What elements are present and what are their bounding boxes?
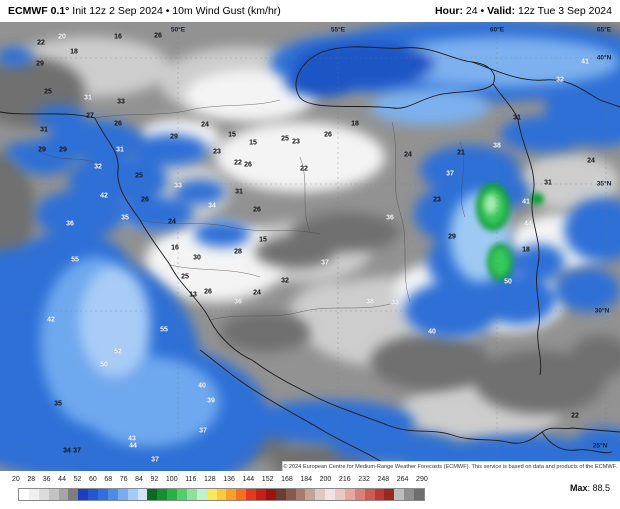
colorbar-tick: 92 [150, 476, 159, 483]
colorbar-cell [127, 489, 138, 500]
colorbar-cell [186, 489, 197, 500]
valid-label: Valid: [487, 5, 516, 17]
colorbar-tick: 44 [58, 476, 66, 483]
colorbar-tick: 216 [338, 476, 351, 483]
valid-value: 12z Tue 3 Sep 2024 [515, 5, 612, 17]
colorbar-cell [325, 489, 335, 500]
province-borders [39, 99, 466, 321]
wind-gust-shading [0, 22, 620, 471]
map-header: ECMWF 0.1° Init 12z 2 Sep 2024 • 10m Win… [0, 0, 620, 22]
colorbar-tick: 128 [203, 476, 216, 483]
colorbar-cell [38, 489, 49, 500]
colorbar-cell [78, 489, 89, 500]
dot-separator: • [480, 5, 488, 17]
colorbar-cell [344, 489, 355, 500]
colorbar-cell [48, 489, 59, 500]
colorbar-cell [216, 489, 227, 500]
colorbar-cell [137, 489, 148, 500]
colorbar-tick: 136 [223, 476, 235, 483]
colorbar-tick: 264 [396, 476, 409, 483]
model-subtitle: Init 12z 2 Sep 2024 • 10m Wind Gust (km/… [69, 5, 281, 17]
colorbar-tick: 116 [185, 476, 197, 483]
colorbar-cell [384, 489, 395, 500]
colorbar-cell [305, 489, 316, 500]
colorbar-cell [335, 489, 345, 500]
colorbar-cell [275, 489, 286, 500]
colorbar-cell [364, 489, 375, 500]
colorbar-cell [394, 489, 405, 500]
valid-time-title: Hour: 24 • Valid: 12z Tue 3 Sep 2024 [435, 5, 620, 17]
colorbar-cell [157, 489, 168, 500]
country-borders [0, 46, 620, 471]
colorbar-tick: 290 [416, 476, 428, 483]
colorbar-cell [107, 489, 118, 500]
colorbar-cell [88, 489, 98, 500]
colorbar-cell [265, 489, 276, 500]
colorbar-tick: 168 [281, 476, 293, 483]
graticule-lines [0, 22, 620, 471]
colorbar-cell [414, 489, 424, 500]
colorbar-cell [196, 489, 207, 500]
colorbar-tick: 52 [73, 476, 82, 483]
colorbar-tick: 144 [242, 476, 255, 483]
colorbar-tick: 84 [135, 476, 143, 483]
max-value: : 88.5 [587, 483, 610, 493]
colorbar-cell [246, 489, 256, 500]
colorbar-tick: 184 [300, 476, 313, 483]
colorbar-cell [117, 489, 128, 500]
colorbar-cell [68, 489, 79, 500]
max-label: Max [569, 483, 588, 493]
colorbar-cell [315, 489, 326, 500]
colorbar-cell [236, 489, 247, 500]
colorbar-cell [285, 489, 296, 500]
colorbar-cell [206, 489, 217, 500]
colorbar-tick: 152 [261, 476, 274, 483]
hour-label: Hour: [434, 5, 463, 17]
colorbar-tick: 20 [12, 476, 20, 483]
colorbar-tick: 68 [104, 476, 113, 483]
max-gust-readout: Max: 88.5 [570, 483, 610, 493]
model-run-title: ECMWF 0.1° Init 12z 2 Sep 2024 • 10m Win… [0, 5, 281, 17]
colorbar-tick: 28 [27, 476, 36, 483]
colorbar-tick: 248 [377, 476, 390, 483]
colorbar-tick: 60 [88, 476, 97, 483]
colorbar [18, 488, 425, 501]
colorbar-tick: 200 [319, 476, 332, 483]
colorbar-cell [177, 489, 187, 500]
colorbar-cell [19, 489, 29, 500]
wind-gust-map: © 2024 European Centre for Medium-Range … [0, 22, 620, 471]
colorbar-cell [58, 489, 69, 500]
colorbar-cell [167, 489, 177, 500]
colorbar-cell [295, 489, 306, 500]
hour-value: 24 [462, 5, 481, 17]
colorbar-cell [147, 489, 158, 500]
copyright-bar: © 2024 European Centre for Medium-Range … [282, 461, 620, 471]
colorbar-cell [374, 489, 385, 500]
colorbar-cell [404, 489, 414, 500]
model-name: ECMWF 0.1° [8, 5, 70, 17]
colorbar-tick: 76 [119, 476, 128, 483]
legend-footer: 20 28 36 44 52 60 68 76 84 92 100 116 128 136 144 152 16… [0, 471, 620, 509]
colorbar-cell [226, 489, 237, 500]
colorbar-ticks: 20 28 36 44 52 60 68 76 84 92 100 116 128 136 144 152 16… [12, 476, 428, 483]
colorbar-cell [256, 489, 266, 500]
colorbar-tick: 36 [42, 476, 51, 483]
colorbar-tick: 100 [165, 476, 178, 483]
colorbar-cell [98, 489, 108, 500]
colorbar-tick: 232 [358, 476, 370, 483]
colorbar-cell [28, 489, 39, 500]
colorbar-cell [354, 489, 365, 500]
copyright-text: © 2024 European Centre for Medium-Range … [283, 463, 617, 470]
